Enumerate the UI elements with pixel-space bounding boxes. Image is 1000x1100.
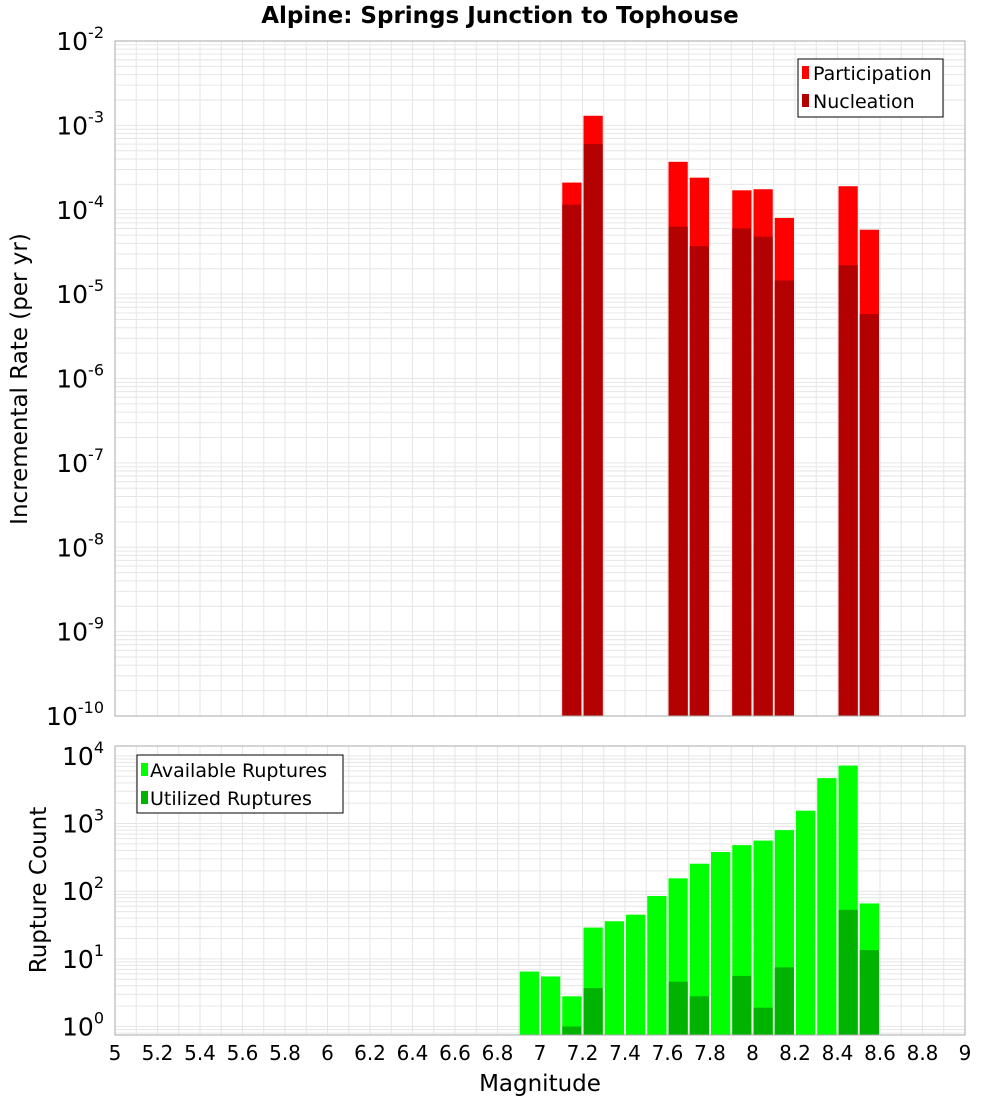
top-y-tick-label: 10-7 xyxy=(56,445,104,478)
bottom-bar-utilized-ruptures xyxy=(859,950,879,1035)
x-tick-label: 7.2 xyxy=(567,1041,599,1065)
legend-label-available: Available Ruptures xyxy=(150,760,327,782)
legend-label-utilized: Utilized Ruptures xyxy=(150,788,312,810)
top-bar-nucleation xyxy=(859,314,879,716)
x-tick-label: 6 xyxy=(321,1041,334,1065)
legend-swatch-nucleation xyxy=(802,94,809,107)
bottom-y-axis-label: Rupture Count xyxy=(26,807,52,973)
top-y-tick-label: 10-3 xyxy=(56,107,104,140)
bottom-y-tick-label: 101 xyxy=(62,941,104,974)
x-tick-label: 5.8 xyxy=(269,1041,301,1065)
bottom-y-tick-label: 104 xyxy=(62,738,104,771)
top-panel: 10-10 10-9 10-8 10-7 10-6 10-5 10-4 10-3 10-2 In… xyxy=(7,23,966,731)
bottom-bar-available-ruptures xyxy=(541,976,561,1035)
bottom-y-tick-label: 102 xyxy=(62,873,104,906)
bottom-bar-available-ruptures xyxy=(689,863,709,1035)
bottom-bar-utilized-ruptures xyxy=(562,1026,582,1035)
top-y-tick-label: 10-5 xyxy=(56,276,104,309)
bottom-bar-available-ruptures xyxy=(796,810,816,1035)
top-y-tick-label: 10-8 xyxy=(56,529,104,562)
top-grid xyxy=(115,40,965,717)
legend-swatch-participation xyxy=(802,66,809,79)
x-tick-label: 6.4 xyxy=(397,1041,429,1065)
chart-title: Alpine: Springs Junction to Tophouse xyxy=(261,3,739,29)
top-bar-nucleation xyxy=(732,228,752,716)
x-tick-label: 5.6 xyxy=(227,1041,259,1065)
x-tick-label: 9 xyxy=(959,1041,972,1065)
bottom-bar-utilized-ruptures xyxy=(838,909,858,1035)
x-tick-label: 8.8 xyxy=(907,1041,939,1065)
top-y-tick-labels: 10-10 10-9 10-8 10-7 10-6 10-5 10-4 10-3 10-2 xyxy=(46,23,104,731)
x-tick-label: 8.4 xyxy=(822,1041,854,1065)
x-tick-label: 6.8 xyxy=(482,1041,514,1065)
bottom-bar-available-ruptures xyxy=(711,851,731,1035)
bottom-panel: 100 101 102 103 104 5 5.2 5.4 5.6 5.8 6 6.2 6.4 6.6 6… xyxy=(26,738,971,1097)
bottom-bar-utilized-ruptures xyxy=(668,981,688,1035)
top-bar-nucleation xyxy=(562,204,582,717)
top-legend: Participation Nucleation xyxy=(797,58,944,118)
bottom-bar-available-ruptures xyxy=(753,840,773,1035)
x-tick-labels: 5 5.2 5.4 5.6 5.8 6 6.2 6.4 6.6 6.8 7 7.2 7.4 7.6 7.8 8… xyxy=(109,1041,972,1065)
x-tick-label: 8.2 xyxy=(779,1041,811,1065)
bottom-legend: Available Ruptures Utilized Ruptures xyxy=(136,754,344,814)
x-tick-label: 5 xyxy=(109,1041,122,1065)
legend-swatch-available xyxy=(141,763,148,776)
bottom-plot-frame xyxy=(114,745,966,1036)
top-bar-nucleation xyxy=(583,144,603,716)
x-tick-label: 7.8 xyxy=(694,1041,726,1065)
x-tick-label: 7.6 xyxy=(652,1041,684,1065)
legend-swatch-utilized xyxy=(141,791,148,804)
bottom-y-tick-label: 103 xyxy=(62,806,104,839)
x-tick-label: 7 xyxy=(534,1041,547,1065)
top-y-axis-label: Incremental Rate (per yr) xyxy=(7,233,33,525)
bottom-bar-utilized-ruptures xyxy=(753,1007,773,1035)
x-tick-label: 8 xyxy=(746,1041,759,1065)
bottom-bar-available-ruptures xyxy=(817,778,837,1035)
x-tick-label: 5.4 xyxy=(184,1041,216,1065)
bottom-legend-box xyxy=(136,754,344,814)
top-y-tick-label: 10-2 xyxy=(56,23,104,56)
bottom-bars xyxy=(519,765,879,1035)
top-y-tick-label: 10-4 xyxy=(56,192,104,225)
bottom-y-tick-labels: 100 101 102 103 104 xyxy=(62,738,104,1042)
bottom-bar-utilized-ruptures xyxy=(583,988,603,1035)
bottom-bar-utilized-ruptures xyxy=(732,975,752,1035)
x-tick-label: 7.4 xyxy=(609,1041,641,1065)
bottom-bar-utilized-ruptures xyxy=(689,996,709,1035)
top-bar-nucleation xyxy=(668,226,688,716)
top-y-tick-label: 10-9 xyxy=(56,614,104,647)
top-bars xyxy=(562,115,879,717)
top-bar-nucleation xyxy=(753,236,773,716)
x-tick-label: 5.2 xyxy=(142,1041,174,1065)
x-axis-label: Magnitude xyxy=(479,1071,601,1097)
bottom-bar-available-ruptures xyxy=(519,971,539,1035)
legend-label-nucleation: Nucleation xyxy=(813,91,915,113)
top-y-tick-label: 10-10 xyxy=(46,698,104,731)
bottom-bar-utilized-ruptures xyxy=(774,967,794,1035)
x-tick-label: 6.6 xyxy=(439,1041,471,1065)
x-tick-label: 6.2 xyxy=(354,1041,386,1065)
bottom-bar-available-ruptures xyxy=(604,921,624,1035)
bottom-bar-available-ruptures xyxy=(626,914,646,1035)
top-legend-box xyxy=(797,58,944,118)
top-y-tick-label: 10-6 xyxy=(56,361,104,394)
top-plot-frame xyxy=(114,40,966,717)
top-bar-nucleation xyxy=(838,265,858,716)
bottom-bar-available-ruptures xyxy=(647,895,667,1035)
top-bar-nucleation xyxy=(774,280,794,716)
top-bar-nucleation xyxy=(689,246,709,716)
x-tick-label: 8.6 xyxy=(864,1041,896,1065)
legend-label-participation: Participation xyxy=(813,63,932,85)
bottom-bar-available-ruptures xyxy=(562,996,582,1035)
bottom-y-tick-label: 100 xyxy=(62,1009,104,1042)
